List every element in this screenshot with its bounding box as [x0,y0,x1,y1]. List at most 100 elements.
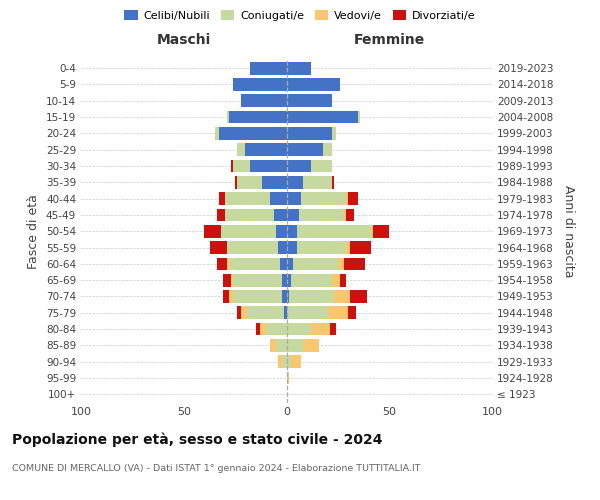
Bar [350,290,367,303]
Bar [287,322,311,336]
Bar [358,110,361,124]
Bar [241,306,247,319]
Bar [332,176,334,188]
Bar [225,192,270,205]
Text: Maschi: Maschi [157,33,211,47]
Bar [344,208,346,222]
Bar [299,208,344,222]
Bar [283,356,287,368]
Bar [334,290,350,303]
Bar [290,356,301,368]
Bar [229,258,280,270]
Bar [344,258,365,270]
Bar [233,290,283,303]
Bar [287,160,311,172]
Bar [301,192,346,205]
Bar [250,62,287,74]
Bar [311,160,332,172]
Bar [287,192,301,205]
Bar [270,192,287,205]
Bar [270,339,276,352]
Bar [287,258,293,270]
Bar [340,274,346,286]
Bar [245,144,287,156]
Bar [215,127,218,140]
Text: Femmine: Femmine [353,33,425,47]
Bar [262,176,287,188]
Bar [293,258,338,270]
Bar [338,258,344,270]
Bar [237,144,245,156]
Bar [225,208,274,222]
Bar [227,258,229,270]
Bar [287,94,332,107]
Bar [323,144,332,156]
Bar [280,258,287,270]
Text: COMUNE DI MERCALLO (VA) - Dati ISTAT 1° gennaio 2024 - Elaborazione TUTTITALIA.I: COMUNE DI MERCALLO (VA) - Dati ISTAT 1° … [12,464,421,473]
Bar [256,322,260,336]
Bar [276,225,287,237]
Bar [229,290,233,303]
Bar [287,176,303,188]
Legend: Celibi/Nubili, Coniugati/e, Vedovi/e, Divorziati/e: Celibi/Nubili, Coniugati/e, Vedovi/e, Di… [120,6,480,25]
Bar [229,110,287,124]
Bar [237,306,241,319]
Bar [287,241,297,254]
Bar [297,241,346,254]
Bar [237,176,262,188]
Bar [284,306,287,319]
Bar [332,274,340,286]
Bar [221,225,276,237]
Bar [283,274,287,286]
Bar [287,127,332,140]
Bar [303,339,319,352]
Bar [218,127,287,140]
Bar [287,208,299,222]
Y-axis label: Anni di nascita: Anni di nascita [562,185,575,278]
Bar [235,176,237,188]
Bar [266,322,287,336]
Bar [287,306,328,319]
Bar [346,241,350,254]
Bar [283,290,287,303]
Bar [217,258,227,270]
Bar [205,225,221,237]
Bar [289,290,334,303]
Bar [233,78,287,91]
Bar [287,62,311,74]
Bar [287,372,289,384]
Bar [218,192,225,205]
Bar [348,192,358,205]
Bar [278,356,283,368]
Bar [227,241,278,254]
Bar [373,225,389,237]
Bar [348,306,356,319]
Bar [260,322,266,336]
Bar [332,127,336,140]
Bar [297,225,371,237]
Bar [346,208,355,222]
Bar [250,160,287,172]
Bar [287,356,290,368]
Bar [227,110,229,124]
Bar [217,208,225,222]
Bar [223,290,229,303]
Bar [276,339,287,352]
Bar [287,110,358,124]
Bar [371,225,373,237]
Bar [329,322,336,336]
Bar [303,176,332,188]
Bar [231,274,233,286]
Bar [287,274,290,286]
Bar [311,322,329,336]
Y-axis label: Fasce di età: Fasce di età [28,194,40,268]
Text: Popolazione per età, sesso e stato civile - 2024: Popolazione per età, sesso e stato civil… [12,432,383,447]
Bar [350,241,371,254]
Bar [287,290,289,303]
Bar [287,78,340,91]
Bar [287,144,323,156]
Bar [328,306,348,319]
Bar [346,192,348,205]
Bar [231,160,233,172]
Bar [233,160,250,172]
